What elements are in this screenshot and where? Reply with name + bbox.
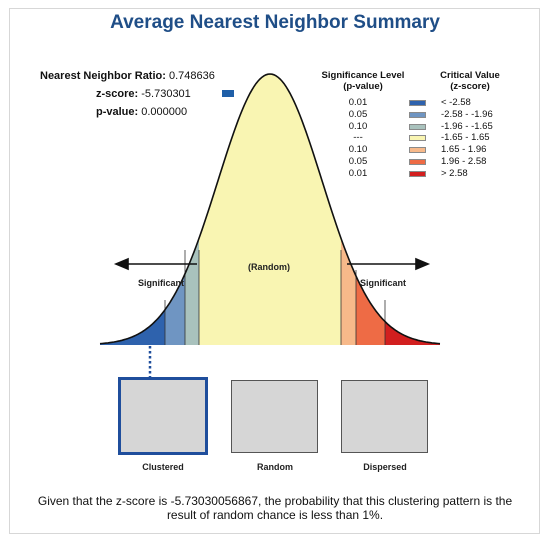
legend-p-value: 0.05 bbox=[348, 156, 368, 167]
legend-z-range: < -2.58 bbox=[441, 97, 471, 108]
left-significant-label: Significant bbox=[138, 278, 185, 288]
z-score-label: z-score: bbox=[96, 88, 139, 100]
p-value-value: 0.000000 bbox=[141, 106, 188, 118]
dispersed-label: Dispersed bbox=[363, 462, 407, 472]
dispersed-panel bbox=[341, 380, 428, 453]
p-value-row: p-value: 0.000000 bbox=[96, 106, 187, 118]
right-significant-label: Significant bbox=[360, 278, 407, 288]
legend-p-value: 0.01 bbox=[348, 97, 368, 108]
legend-z-range: -1.65 - 1.65 bbox=[441, 132, 490, 144]
legend-swatch bbox=[409, 123, 426, 130]
left-arrow-head bbox=[113, 257, 129, 271]
random-pattern-label: Random bbox=[257, 462, 293, 472]
random-panel bbox=[231, 380, 318, 453]
report-title: Average Nearest Neighbor Summary bbox=[110, 12, 440, 33]
legend-header-significance: Significance Level (p-value) bbox=[321, 70, 405, 92]
z-score-value: -5.730301 bbox=[141, 88, 191, 100]
legend-header-critical: Critical Value (z-score) bbox=[440, 70, 500, 92]
legend-z-range: 1.96 - 2.58 bbox=[441, 156, 487, 167]
nn-ratio-label: Nearest Neighbor Ratio: bbox=[40, 70, 166, 82]
random-label: (Random) bbox=[248, 262, 290, 272]
right-arrow-head bbox=[415, 257, 431, 271]
legend-z-range: > 2.58 bbox=[441, 167, 468, 179]
legend-z-range: -2.58 - -1.96 bbox=[441, 108, 493, 120]
legend-p-value: 0.10 bbox=[348, 144, 368, 156]
bell-curve-outline bbox=[99, 73, 441, 345]
legend-p-value: 0.05 bbox=[348, 108, 368, 120]
clustered-label: Clustered bbox=[142, 462, 184, 472]
legend-swatch bbox=[409, 135, 426, 142]
p-value-label: p-value: bbox=[96, 106, 139, 118]
nn-ratio-row: Nearest Neighbor Ratio: 0.748636 bbox=[40, 70, 215, 82]
legend-p-value: 0.10 bbox=[348, 120, 368, 132]
z-score-row: z-score: -5.730301 bbox=[96, 88, 191, 100]
z-score-color-box bbox=[222, 90, 234, 97]
legend-swatch bbox=[409, 147, 426, 154]
legend-z-range: 1.65 - 1.96 bbox=[441, 144, 487, 156]
legend-swatch bbox=[409, 111, 426, 118]
legend-p-value: --- bbox=[353, 132, 363, 144]
significance-arrows bbox=[113, 257, 431, 271]
legend-swatch bbox=[409, 100, 426, 106]
result-caption: Given that the z-score is -5.73030056867… bbox=[37, 494, 513, 522]
legend-p-value: 0.01 bbox=[348, 167, 368, 179]
legend-z-range: -1.96 - -1.65 bbox=[441, 120, 493, 132]
legend-swatch bbox=[409, 170, 426, 177]
nn-ratio-value: 0.748636 bbox=[168, 70, 215, 82]
report-frame bbox=[9, 8, 540, 534]
legend-swatch bbox=[409, 159, 426, 165]
clustered-panel bbox=[118, 377, 208, 455]
region-dividers bbox=[164, 250, 386, 345]
